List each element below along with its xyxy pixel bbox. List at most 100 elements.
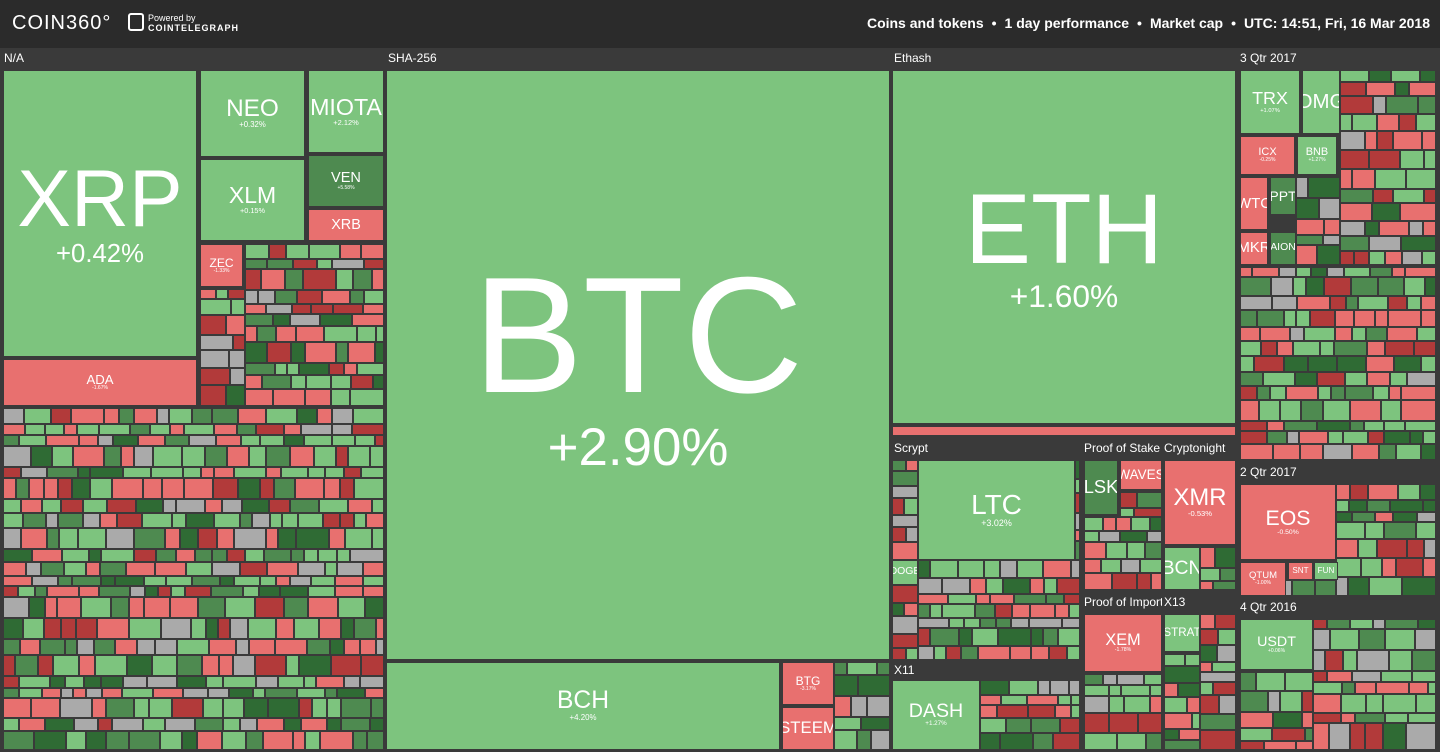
coin-tile[interactable]: NEO +0.32% xyxy=(200,70,305,157)
filler-tile xyxy=(206,676,223,688)
filler-tile xyxy=(1010,646,1031,660)
coin-tile[interactable]: BNB +1.27% xyxy=(1297,136,1337,175)
coin-tile[interactable]: SNT xyxy=(1288,562,1313,580)
filter[interactable]: Market cap xyxy=(1149,15,1224,31)
coin-tile[interactable]: XLM +0.15% xyxy=(200,159,305,241)
coin-label: ICX xyxy=(1258,146,1277,159)
filter[interactable]: 1 day performance xyxy=(1004,15,1130,31)
filler-tile xyxy=(892,515,918,527)
coin-tile[interactable]: OMG xyxy=(1302,70,1340,134)
filler-tile xyxy=(1365,522,1384,539)
coin-tile[interactable]: ADA -1.67% xyxy=(3,359,197,406)
filler-tile xyxy=(90,467,123,478)
coin-label: EOS xyxy=(1265,505,1311,530)
coin-tile[interactable]: LSK xyxy=(1084,460,1118,515)
filler-tile xyxy=(1414,341,1436,356)
filler-tile xyxy=(1385,251,1402,265)
coin-tile[interactable]: ZEC -1.33% xyxy=(200,244,243,287)
filler-tile xyxy=(278,676,304,688)
coin-tile[interactable]: DASH +1.27% xyxy=(892,680,980,750)
filler-tile xyxy=(892,616,918,634)
filler-tile xyxy=(1408,713,1436,723)
coin-tile[interactable]: QTUM -1.00% xyxy=(1240,562,1286,596)
filler-tile xyxy=(1049,646,1067,660)
filler-tile xyxy=(1200,614,1215,629)
coin-tile[interactable]: USDT +0.06% xyxy=(1240,619,1313,670)
coin-tile[interactable]: AION xyxy=(1270,232,1296,265)
coin-tile[interactable]: MIOTA +2.12% xyxy=(308,70,384,153)
filler-tile xyxy=(1334,341,1367,356)
filler-tile xyxy=(223,698,244,718)
filler-tile xyxy=(1150,685,1162,696)
filler-tile xyxy=(214,513,240,528)
filler-tile xyxy=(892,634,918,648)
coin-tile[interactable]: DOGE xyxy=(892,560,918,585)
logo[interactable]: COIN360° xyxy=(12,12,112,34)
filler-tile xyxy=(83,513,100,528)
filler-tile xyxy=(375,435,384,446)
filler-tile xyxy=(1368,484,1398,500)
coin-tile[interactable]: XEM -1.78% xyxy=(1084,614,1162,672)
filler-tile xyxy=(340,244,361,259)
coin-tile[interactable]: BCN xyxy=(1164,547,1200,590)
filler-tile xyxy=(243,586,259,597)
filler-tile xyxy=(336,446,348,467)
coin-tile[interactable]: EOS -0.50% xyxy=(1240,484,1336,560)
coin-tile[interactable]: TRX +1.07% xyxy=(1240,70,1300,134)
filler-tile xyxy=(212,549,227,562)
group-header: Ethash xyxy=(894,51,932,65)
coin-tile[interactable]: BCH +4.20% xyxy=(386,662,780,750)
filler-tile xyxy=(1376,682,1409,694)
coin-tile[interactable]: XMR -0.53% xyxy=(1164,460,1236,545)
filler-tile xyxy=(1336,500,1349,512)
filler-tile xyxy=(130,424,150,435)
filler-tile xyxy=(23,618,44,639)
filler-tile xyxy=(266,304,292,314)
filler-tile xyxy=(1296,177,1308,198)
coin-tile[interactable]: PPT xyxy=(1270,177,1296,215)
coin-tile[interactable]: LTC +3.02% xyxy=(918,460,1075,560)
filler-tile xyxy=(1293,341,1320,356)
filler-tile xyxy=(1344,267,1370,277)
coin-tile[interactable]: STEEM xyxy=(782,707,834,750)
coin-tile[interactable]: XRB xyxy=(308,209,384,241)
filler-tile xyxy=(170,597,198,618)
coin-tile[interactable]: MKR xyxy=(1240,232,1268,265)
filler-tile xyxy=(3,597,29,618)
filler-tile xyxy=(152,655,177,676)
coin-tile[interactable]: FUN xyxy=(1314,562,1338,580)
coin-tile[interactable]: WTC xyxy=(1240,177,1268,230)
coin-tile[interactable]: VEN +5.58% xyxy=(308,155,384,207)
coin-tile[interactable]: STRAT xyxy=(1164,614,1200,652)
coin-tile[interactable]: ICX -0.25% xyxy=(1240,136,1295,175)
coin-label: BTG xyxy=(795,673,821,688)
filler-tile xyxy=(231,299,245,315)
filler-tile xyxy=(1340,236,1369,251)
filler-tile xyxy=(263,731,293,750)
filler-tile xyxy=(1369,251,1385,265)
coin-tile[interactable]: WAVES xyxy=(1120,460,1162,490)
filler-tile xyxy=(357,326,376,342)
filter[interactable]: Coins and tokens xyxy=(866,15,984,31)
filler-tile xyxy=(1327,671,1352,682)
coin-tile[interactable]: ETH +1.60% xyxy=(892,70,1236,424)
filler-tile xyxy=(1273,712,1302,728)
filler-tile xyxy=(1407,372,1436,386)
filler-tile xyxy=(1272,728,1305,741)
coin-label: USDT xyxy=(1257,633,1296,650)
filter[interactable]: UTC: 14:51, Fri, 16 Mar 2018 xyxy=(1244,15,1430,31)
filler-tile xyxy=(1355,682,1376,694)
filler-tile xyxy=(1421,310,1436,327)
filler-tile xyxy=(948,594,976,604)
coin-tile[interactable]: BTG -3.17% xyxy=(782,662,834,705)
filler-tile xyxy=(3,562,26,576)
filler-tile xyxy=(245,290,258,304)
coin-tile[interactable]: BTC +2.90% xyxy=(386,70,890,660)
coin-tile[interactable]: XRP +0.42% xyxy=(3,70,197,357)
filler-tile xyxy=(1317,372,1345,386)
filler-tile xyxy=(1084,713,1109,733)
coin-change: +0.15% xyxy=(239,206,266,216)
filler-tile xyxy=(3,513,23,528)
filler-tile xyxy=(1421,356,1436,372)
filler-tile xyxy=(1011,618,1029,628)
